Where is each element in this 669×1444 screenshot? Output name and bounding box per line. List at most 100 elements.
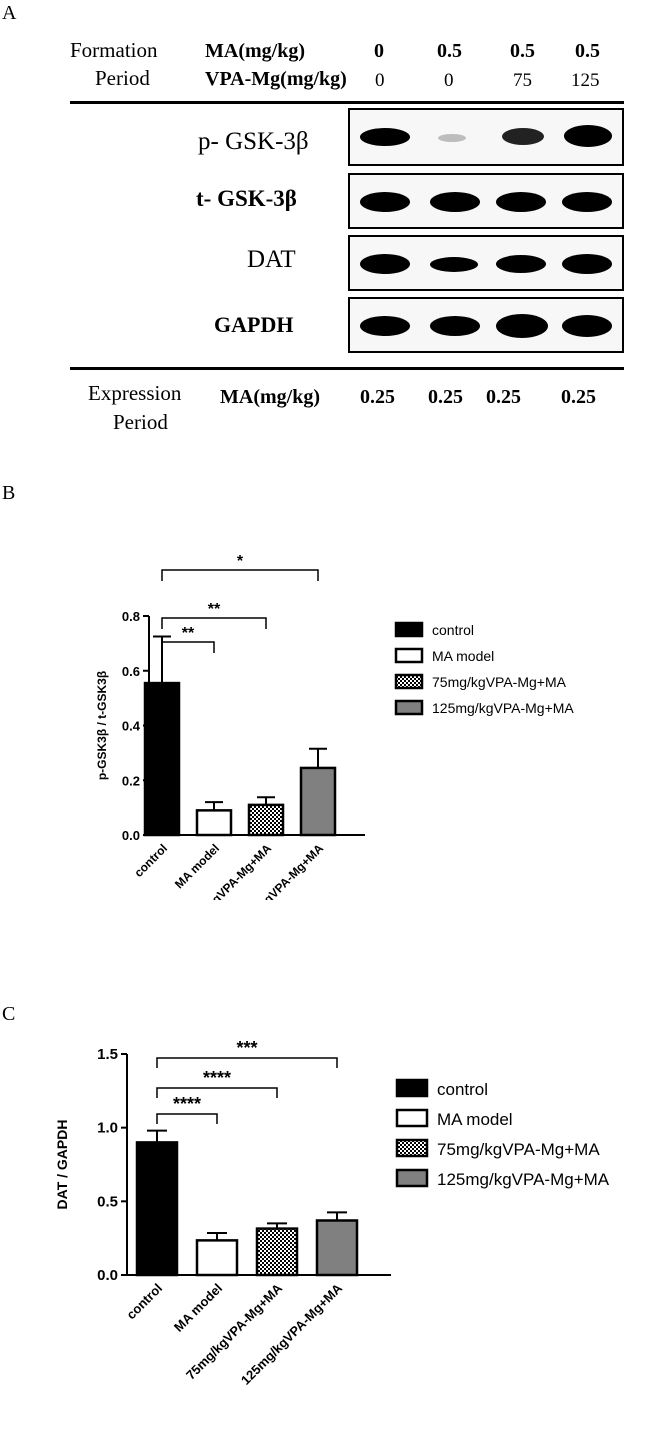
ma-dose-label: MA(mg/kg) bbox=[205, 40, 305, 62]
legend-label-125mg-kgvpa-mg-ma: 125mg/kgVPA-Mg+MA bbox=[437, 1170, 610, 1189]
y-axis-label: p-GSK3β / t-GSK3β bbox=[95, 671, 109, 780]
significance-bracket-3 bbox=[161, 569, 319, 581]
y-tick-label: 0.0 bbox=[97, 1267, 118, 1284]
blot-dat bbox=[348, 235, 624, 291]
legend-label-75mg-kgvpa-mg-ma: 75mg/kgVPA-Mg+MA bbox=[432, 674, 567, 690]
ma-value-lane2: 0.5 bbox=[437, 40, 462, 62]
significance-bracket-1 bbox=[161, 641, 215, 653]
significance-label-2: ** bbox=[208, 601, 221, 618]
y-tick-label: 0.0 bbox=[122, 828, 140, 843]
band-gapdh-lane4 bbox=[562, 315, 612, 337]
blot-label-dat: DAT bbox=[247, 246, 296, 273]
x-tick-label-control: control bbox=[123, 1281, 165, 1323]
formation-label-line1: Formation bbox=[70, 38, 158, 62]
legend-swatch-125mg-kgvpa-mg-ma bbox=[394, 699, 424, 716]
band-t-gsk3b-lane3 bbox=[496, 192, 546, 212]
panel-b-letter: B bbox=[2, 482, 16, 504]
vpa-value-lane3: 75 bbox=[513, 70, 532, 91]
formation-label-line2: Period bbox=[95, 66, 150, 90]
vpa-dose-label: VPA-Mg(mg/kg) bbox=[205, 68, 347, 90]
panel-c-letter: C bbox=[2, 1003, 16, 1025]
legend-label-ma-model: MA model bbox=[432, 648, 494, 664]
bar-75mg-kgvpa-mg-ma bbox=[247, 803, 285, 837]
y-tick-label: 0.8 bbox=[122, 609, 140, 624]
panel-a-letter: A bbox=[2, 2, 17, 24]
blot-t-gsk3b bbox=[348, 173, 624, 229]
ma-value-lane3: 0.5 bbox=[510, 40, 535, 62]
significance-bracket-1 bbox=[156, 1113, 218, 1124]
y-tick-label: 0.6 bbox=[122, 664, 140, 679]
x-tick-label-ma-model: MA model bbox=[172, 841, 222, 891]
significance-bracket-2 bbox=[161, 617, 267, 629]
legend-swatch-ma-model bbox=[395, 1108, 429, 1128]
significance-label-1: ** bbox=[182, 625, 195, 642]
legend-label-75mg-kgvpa-mg-ma: 75mg/kgVPA-Mg+MA bbox=[437, 1140, 600, 1159]
legend-label-ma-model: MA model bbox=[437, 1110, 513, 1129]
band-dat-lane1 bbox=[360, 254, 410, 274]
band-t-gsk3b-lane1 bbox=[360, 192, 410, 212]
legend-swatch-125mg-kgvpa-mg-ma bbox=[395, 1168, 429, 1188]
bar-125mg-kgvpa-mg-ma bbox=[299, 766, 337, 837]
bar-ma-model bbox=[195, 809, 233, 837]
band-dat-lane4 bbox=[562, 254, 612, 274]
significance-bracket-3 bbox=[156, 1057, 338, 1068]
bar-125mg-kgvpa-mg-ma bbox=[315, 1219, 359, 1277]
y-tick-label: 0.4 bbox=[122, 719, 141, 734]
band-p-gsk3b-lane4 bbox=[564, 125, 612, 147]
vpa-value-lane4: 125 bbox=[571, 70, 600, 91]
band-p-gsk3b-lane3 bbox=[502, 128, 544, 145]
band-gapdh-lane2 bbox=[430, 316, 480, 336]
bar-control bbox=[143, 681, 181, 837]
blot-p-gsk3b bbox=[348, 108, 624, 166]
legend-swatch-75mg-kgvpa-mg-ma bbox=[395, 1138, 429, 1158]
exp-ma-value-lane2: 0.25 bbox=[428, 386, 463, 408]
header-divider bbox=[70, 101, 624, 104]
blot-label-gapdh: GAPDH bbox=[214, 312, 294, 337]
y-tick-label: 1.5 bbox=[97, 1046, 118, 1063]
exp-ma-value-lane4: 0.25 bbox=[561, 386, 596, 408]
bar-75mg-kgvpa-mg-ma bbox=[255, 1227, 299, 1277]
blot-label-t-gsk3b: t- GSK-3β bbox=[196, 186, 297, 211]
ma-value-lane1: 0 bbox=[374, 40, 384, 62]
y-tick-label: 0.2 bbox=[122, 773, 140, 788]
band-p-gsk3b-lane2 bbox=[438, 134, 466, 142]
x-tick-label-125mg-kgvpa-mg-ma: 125mg/kgVPA-Mg+MA bbox=[238, 1280, 346, 1388]
legend-swatch-75mg-kgvpa-mg-ma bbox=[394, 673, 424, 690]
x-tick-label-ma-model: MA model bbox=[171, 1281, 225, 1335]
band-dat-lane3 bbox=[496, 255, 546, 273]
significance-label-3: *** bbox=[236, 1040, 257, 1058]
legend-label-125mg-kgvpa-mg-ma: 125mg/kgVPA-Mg+MA bbox=[432, 700, 574, 716]
band-p-gsk3b-lane1 bbox=[360, 128, 410, 146]
significance-label-3: * bbox=[237, 553, 244, 570]
legend-label-control: control bbox=[437, 1080, 488, 1099]
band-dat-lane2 bbox=[430, 257, 478, 272]
footer-divider bbox=[70, 367, 624, 370]
y-tick-label: 0.5 bbox=[97, 1193, 118, 1210]
expression-label-line2: Period bbox=[113, 410, 168, 434]
x-tick-label-control: control bbox=[131, 841, 170, 880]
band-t-gsk3b-lane4 bbox=[562, 192, 612, 212]
band-gapdh-lane1 bbox=[360, 316, 410, 336]
significance-label-1: **** bbox=[173, 1094, 201, 1114]
ma-value-lane4: 0.5 bbox=[575, 40, 600, 62]
legend-swatch-control bbox=[394, 621, 424, 638]
band-gapdh-lane3 bbox=[496, 314, 548, 338]
vpa-value-lane1: 0 bbox=[375, 70, 385, 91]
exp-ma-label: MA(mg/kg) bbox=[220, 386, 320, 408]
blot-gapdh bbox=[348, 297, 624, 353]
legend-swatch-ma-model bbox=[394, 647, 424, 664]
bar-control bbox=[135, 1141, 179, 1277]
legend-swatch-control bbox=[395, 1078, 429, 1098]
vpa-value-lane2: 0 bbox=[444, 70, 454, 91]
significance-bracket-2 bbox=[156, 1087, 278, 1098]
expression-label-line1: Expression bbox=[88, 381, 182, 405]
blot-label-p-gsk3b: p- GSK-3β bbox=[198, 128, 309, 155]
y-axis-label: DAT / GAPDH bbox=[54, 1120, 70, 1210]
bar-ma-model bbox=[195, 1239, 239, 1277]
exp-ma-value-lane3: 0.25 bbox=[486, 386, 521, 408]
significance-label-2: **** bbox=[203, 1068, 231, 1088]
band-t-gsk3b-lane2 bbox=[430, 192, 480, 212]
y-tick-label: 1.0 bbox=[97, 1120, 118, 1137]
